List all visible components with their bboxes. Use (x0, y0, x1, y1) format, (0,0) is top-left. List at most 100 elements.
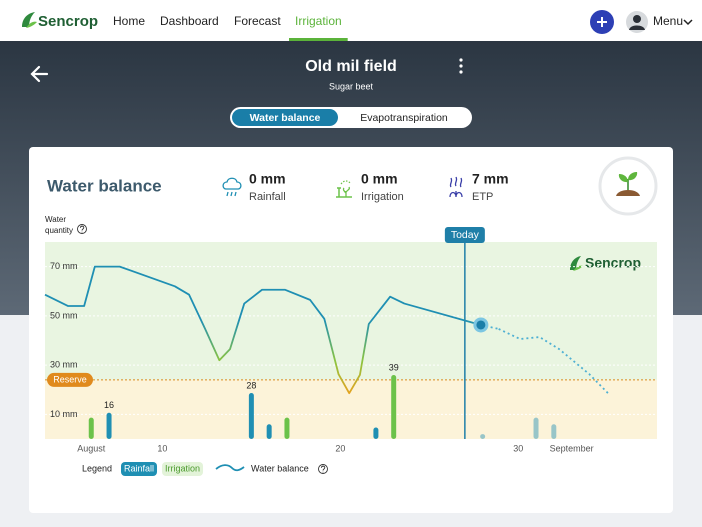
legend: Legend Rainfall Irrigation Water balance (82, 462, 309, 476)
bar (551, 424, 557, 439)
sprout-soil (616, 190, 640, 196)
y-tick-label: 50 mm (50, 310, 78, 320)
dot (459, 58, 463, 62)
current-point (476, 320, 486, 330)
stat-label: Irrigation (361, 191, 404, 203)
nav-links: Home Dashboard Forecast Irrigation (113, 14, 348, 41)
legend-label: Water balance (251, 463, 309, 473)
nav-link[interactable]: Dashboard (160, 14, 219, 28)
legend-pill (121, 462, 158, 476)
nav-link[interactable]: Home (113, 14, 145, 28)
help-circle (318, 464, 328, 474)
dot (459, 70, 463, 74)
zone-comfort (45, 242, 657, 380)
stat-value: 7 mm (472, 171, 509, 187)
stat-label: ETP (472, 191, 493, 203)
tab-active (232, 109, 338, 126)
drops (226, 191, 237, 197)
irrigation-icon (336, 180, 352, 198)
spray (340, 180, 352, 185)
sprout-leaf (618, 174, 628, 183)
plant (342, 186, 351, 197)
gauge-track (598, 156, 658, 216)
y-tick-label: 10 mm (50, 409, 78, 419)
y-axis-label: Water (45, 215, 66, 224)
reserve-label: Reserve (53, 374, 87, 384)
y-axis-label: quantity (45, 226, 73, 235)
legend-pill (162, 462, 204, 476)
bar (248, 393, 254, 439)
tabs: Water balance Evapotranspiration (232, 109, 448, 126)
stats: 0 mm Rainfall 0 mm Irrigation 7 mm ETP (249, 171, 509, 203)
stat-value: 0 mm (249, 171, 286, 187)
dot (459, 64, 463, 68)
forecast-connector (480, 324, 499, 330)
bar (106, 412, 112, 439)
add-icon (597, 17, 607, 27)
back-button[interactable] (30, 65, 49, 83)
brand[interactable]: Sencrop (22, 12, 98, 30)
legend-label: Irrigation (165, 463, 200, 473)
reserve-badge (47, 372, 93, 387)
water-balance-forecast (498, 328, 610, 395)
help-glyph (79, 225, 85, 233)
bar-label: 16 (104, 400, 114, 410)
bar (480, 434, 486, 439)
brand-leaf (22, 12, 35, 27)
vapor (449, 176, 463, 188)
x-tick-label: 10 (157, 443, 167, 453)
legend-title: Legend (82, 463, 112, 473)
bar (88, 417, 94, 439)
brand-leaf (26, 21, 37, 28)
y-tick-label: 30 mm (50, 360, 78, 370)
menu-label: Menu (653, 14, 683, 28)
avatar-head (633, 15, 641, 23)
x-tick-label: September (550, 443, 594, 453)
today-badge (444, 227, 485, 243)
field-subtitle: Sugar beet (329, 81, 374, 91)
bar (266, 424, 272, 439)
sprinkler (337, 187, 341, 197)
card-title: Water balance (47, 176, 162, 195)
watermark-leaf (573, 265, 583, 271)
tab[interactable]: Water balance (250, 112, 321, 124)
help-icon (77, 224, 87, 234)
bar (284, 417, 290, 439)
etp-icon (449, 176, 463, 198)
field-title: Old mil field (305, 58, 397, 75)
cloud (222, 177, 242, 190)
chevron (683, 19, 693, 26)
brand-name: Sencrop (38, 13, 98, 30)
more-button[interactable] (459, 58, 463, 74)
water-balance-line (44, 265, 482, 395)
stat-label: Rainfall (249, 191, 286, 203)
help-glyph (320, 465, 326, 473)
x-tick-label: 20 (335, 443, 345, 453)
nav-link[interactable]: Irrigation (295, 14, 342, 28)
help-circle (77, 224, 87, 234)
bar (533, 417, 539, 439)
legend-label: Rainfall (124, 463, 154, 473)
help-icon (318, 464, 328, 474)
leaves (449, 191, 463, 198)
x-tick-label: August (77, 443, 106, 453)
watermark: Sencrop (585, 255, 641, 271)
tab[interactable]: Evapotranspiration (360, 112, 448, 124)
nav-active-bar (289, 38, 348, 41)
today-label: Today (451, 229, 480, 241)
x-tick-label: 30 (513, 443, 523, 453)
stat-value: 0 mm (361, 171, 398, 187)
bar-label: 28 (246, 380, 256, 390)
plot: Water quantity Sencrop 10 mm 30 mm 50 mm 70 mm… (44, 215, 657, 453)
nav-bar (0, 0, 702, 41)
menu-button[interactable]: Menu (626, 11, 693, 33)
nav-link[interactable]: Forecast (234, 14, 281, 28)
rain-icon (222, 177, 242, 197)
watermark-leaf (570, 256, 581, 270)
bar (373, 427, 379, 439)
sprout-leaf (628, 172, 638, 181)
y-tick-label: 70 mm (50, 261, 78, 271)
avatar-body (629, 25, 645, 30)
